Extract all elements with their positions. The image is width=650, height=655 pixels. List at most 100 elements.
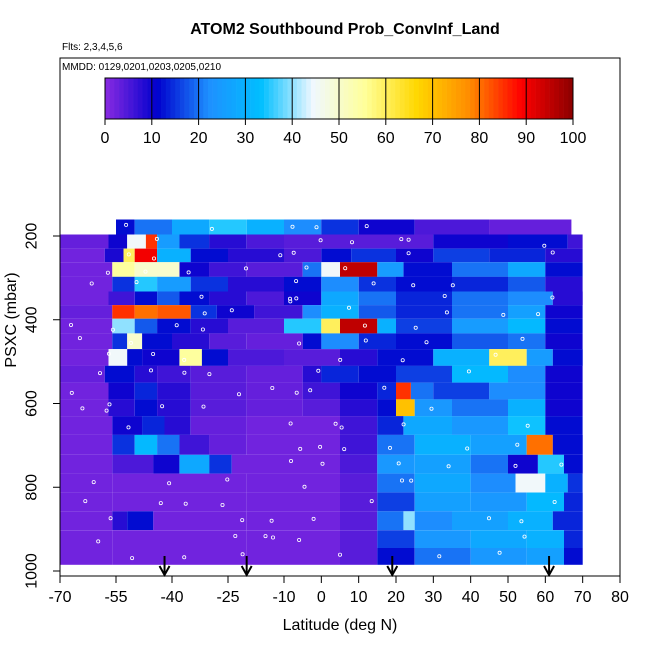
heat-cell [108, 291, 135, 306]
observation-marker [429, 406, 434, 411]
observation-marker [126, 425, 131, 430]
colorbar-segment [156, 78, 162, 119]
heat-cell [284, 219, 322, 235]
observation-marker [225, 477, 230, 482]
colorbar-tick-label: 60 [377, 130, 395, 147]
observation-marker [105, 227, 110, 232]
observation-marker [98, 371, 103, 376]
colorbar-segment [287, 78, 293, 119]
observation-marker [297, 538, 302, 543]
colorbar-segment [376, 78, 382, 119]
heat-cell [112, 473, 247, 493]
colorbar-tick-label: 40 [283, 130, 301, 147]
observation-marker [542, 243, 547, 248]
heat-cell [284, 318, 322, 334]
heat-cell [545, 473, 568, 493]
observation-marker [126, 252, 131, 257]
heat-cell [340, 454, 378, 474]
heat-cell [508, 234, 568, 249]
observation-marker [446, 464, 451, 469]
heat-cell [358, 365, 396, 383]
latitude-arrow-head [158, 565, 171, 578]
observation-marker [320, 461, 325, 466]
heat-cell [228, 318, 284, 334]
heat-cell [157, 248, 191, 263]
heat-cell [284, 276, 322, 292]
heat-cell [112, 305, 135, 319]
colorbar-tick-label: 90 [517, 130, 535, 147]
heat-cell [508, 333, 546, 350]
x-tick-label: 60 [536, 589, 554, 606]
heat-cell [508, 318, 546, 334]
heat-cell [190, 365, 247, 383]
x-tick-label: 20 [387, 589, 405, 606]
observation-marker [362, 323, 367, 328]
colorbar-segment [371, 78, 377, 119]
observation-marker [69, 322, 74, 327]
heat-cell [157, 365, 191, 383]
colorbar-segment [259, 78, 265, 119]
heat-cell [567, 234, 583, 249]
heat-cell [60, 416, 113, 435]
colorbar-segment [526, 78, 532, 119]
heat-cell [60, 262, 113, 277]
heat-cell [172, 219, 210, 235]
heat-cell [127, 511, 154, 531]
colorbar-tick-label: 80 [471, 130, 489, 147]
colorbar-segment [558, 78, 564, 119]
observation-marker [406, 237, 411, 242]
observation-marker [411, 283, 416, 288]
observation-marker [493, 352, 498, 357]
heat-cell [116, 219, 135, 235]
heat-cell [452, 262, 508, 277]
heat-cell [209, 333, 247, 350]
heat-cell [515, 473, 546, 493]
heat-cell [508, 276, 546, 292]
heat-cell [452, 416, 508, 435]
colorbar-segment [306, 78, 312, 119]
observation-marker [107, 402, 112, 407]
heat-cell [142, 333, 172, 350]
observation-marker [465, 446, 470, 451]
observation-marker [220, 502, 225, 507]
observation-marker [513, 463, 518, 468]
heat-cell [284, 291, 322, 306]
colorbar-segment [367, 78, 373, 119]
heat-cell [216, 305, 255, 319]
colorbar-tick-label: 30 [237, 130, 255, 147]
heat-cell [112, 333, 128, 350]
heat-cell [545, 416, 583, 435]
heat-cell [508, 291, 553, 306]
heat-cell [340, 492, 378, 512]
heat-cell [410, 382, 434, 400]
y-tick-label: 400 [24, 306, 41, 333]
colorbar-tick-label: 0 [101, 130, 110, 147]
heat-cell [209, 219, 247, 235]
heat-cell [142, 349, 180, 366]
colorbar-segment [432, 78, 438, 119]
observation-marker [288, 299, 293, 304]
heat-cell [112, 530, 247, 548]
observation-marker [69, 390, 74, 395]
observation-marker [308, 388, 313, 393]
colorbar-segment [493, 78, 499, 119]
observation-marker [401, 422, 406, 427]
heat-cell [246, 333, 303, 350]
observation-marker [200, 327, 205, 332]
heat-cell [134, 291, 158, 306]
observation-marker [240, 552, 245, 557]
observation-marker [201, 404, 206, 409]
observation-marker [183, 501, 188, 506]
observation-marker [288, 458, 293, 463]
observation-marker [80, 406, 85, 411]
heat-cell [377, 416, 404, 435]
heat-cell [164, 416, 191, 435]
observation-marker [207, 372, 212, 377]
colorbar-segment [470, 78, 476, 119]
observation-marker [424, 340, 429, 345]
heat-cell [552, 349, 583, 366]
x-tick-label: -10 [272, 589, 295, 606]
colorbar-segment [507, 78, 513, 119]
heat-cell [134, 276, 158, 292]
heat-cell [246, 291, 284, 306]
